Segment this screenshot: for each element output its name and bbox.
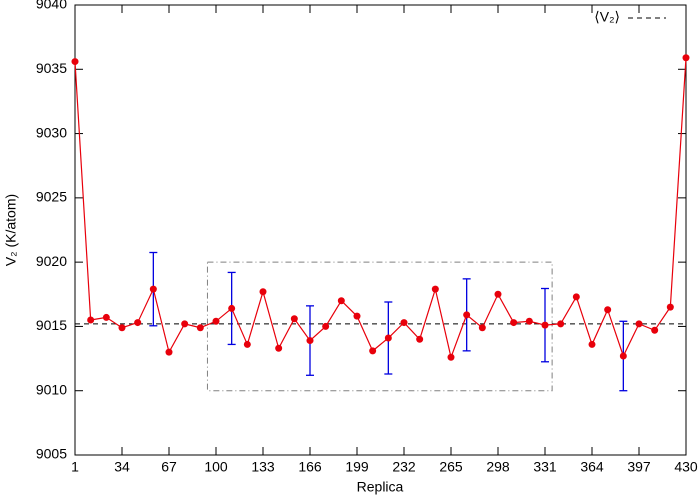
x-tick-label: 1 xyxy=(71,459,79,475)
point xyxy=(619,352,627,360)
x-tick-label: 232 xyxy=(392,459,416,475)
y-axis-label: V₂ (K/atom) xyxy=(3,194,19,266)
point xyxy=(165,348,173,356)
point xyxy=(149,285,157,293)
y-tick-label: 9020 xyxy=(36,253,67,269)
point xyxy=(682,54,690,62)
x-axis-label: Replica xyxy=(357,479,404,495)
y-tick-label: 9040 xyxy=(36,0,67,12)
point xyxy=(604,306,612,314)
x-tick-label: 298 xyxy=(486,459,510,475)
plot-frame xyxy=(74,4,687,456)
point xyxy=(71,58,79,66)
point xyxy=(525,317,533,325)
point xyxy=(337,297,345,305)
point xyxy=(400,319,408,327)
y-tick-label: 9025 xyxy=(36,189,67,205)
point xyxy=(478,324,486,332)
highlight-box xyxy=(206,261,553,392)
point xyxy=(588,340,596,348)
y-tick-label: 9010 xyxy=(36,381,67,397)
point xyxy=(431,285,439,293)
point xyxy=(572,293,580,301)
point xyxy=(416,335,424,343)
point xyxy=(635,320,643,328)
point xyxy=(102,313,110,321)
point xyxy=(87,316,95,324)
x-tick-label: 265 xyxy=(439,459,463,475)
point xyxy=(666,303,674,311)
x-tick-label: 166 xyxy=(298,459,322,475)
point xyxy=(306,337,314,345)
series-line xyxy=(74,57,687,360)
x-tick-label: 331 xyxy=(533,459,557,475)
point xyxy=(557,320,565,328)
point xyxy=(118,324,126,332)
point xyxy=(275,344,283,352)
point xyxy=(181,320,189,328)
point xyxy=(196,324,204,332)
x-tick-label: 133 xyxy=(251,459,275,475)
y-tick-label: 9030 xyxy=(36,124,67,140)
point xyxy=(212,317,220,325)
point xyxy=(259,288,267,296)
x-tick-label: 67 xyxy=(161,459,177,475)
x-tick-label: 430 xyxy=(674,459,698,475)
point xyxy=(322,322,330,330)
point xyxy=(353,312,361,320)
point xyxy=(510,319,518,327)
x-tick-label: 364 xyxy=(580,459,604,475)
point xyxy=(228,304,236,312)
x-tick-label: 34 xyxy=(114,459,130,475)
point xyxy=(369,347,377,355)
point xyxy=(463,311,471,319)
x-tick-label: 397 xyxy=(627,459,651,475)
x-tick-label: 199 xyxy=(345,459,369,475)
point xyxy=(243,340,251,348)
point xyxy=(447,353,455,361)
y-tick-label: 9015 xyxy=(36,317,67,333)
point xyxy=(384,334,392,342)
y-tick-label: 9035 xyxy=(36,60,67,76)
point xyxy=(651,326,659,334)
x-tick-label: 100 xyxy=(204,459,228,475)
point xyxy=(290,315,298,323)
point xyxy=(134,319,142,327)
y-tick-label: 9005 xyxy=(36,446,67,462)
point xyxy=(494,290,502,298)
point xyxy=(541,321,549,329)
legend-label: ⟨V₂⟩ xyxy=(594,9,620,25)
